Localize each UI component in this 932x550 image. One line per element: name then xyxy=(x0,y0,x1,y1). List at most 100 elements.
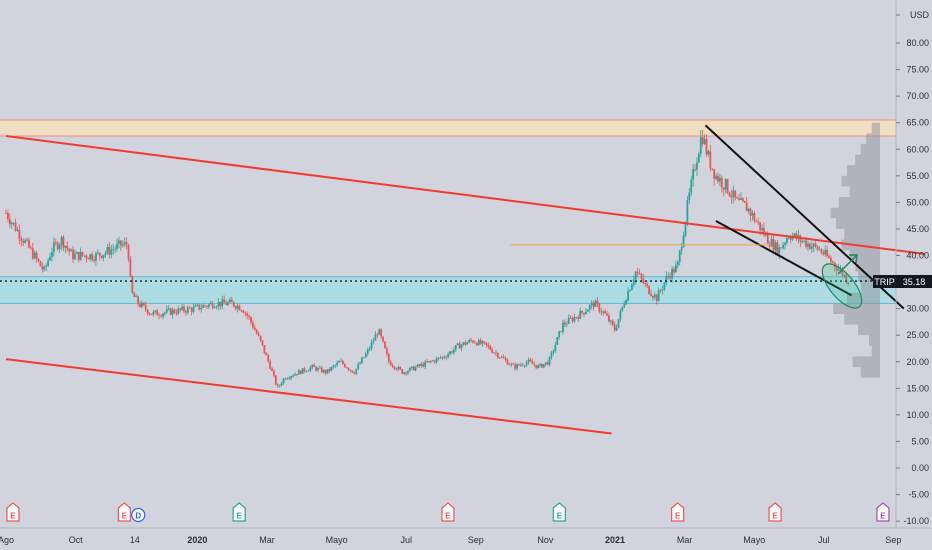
candle-body xyxy=(261,340,264,346)
candle-body xyxy=(41,266,44,270)
time-axis[interactable]: Ago Oct 14 2020 Mar Mayo Jul Sep Nov 2021 Mar Mayo J… xyxy=(0,527,932,545)
earnings-marker[interactable]: E xyxy=(6,502,20,522)
candle-body xyxy=(238,305,241,311)
candle-body xyxy=(204,305,206,307)
candle-body xyxy=(789,237,792,240)
candle-body xyxy=(447,354,450,358)
price-tick-label: -5.00 xyxy=(908,490,929,500)
candle-body xyxy=(129,259,132,277)
candle-body xyxy=(592,302,595,307)
candle-body xyxy=(39,261,42,267)
candle-body xyxy=(163,312,166,314)
candle-body xyxy=(384,341,386,349)
price-tick-label: USD xyxy=(910,10,930,20)
candle-body xyxy=(116,243,118,249)
volume-profile-bar xyxy=(830,207,880,219)
candle-body xyxy=(33,252,36,259)
candle-body xyxy=(678,250,681,262)
candle-body xyxy=(181,306,183,310)
candle-body xyxy=(776,242,779,255)
candle-body xyxy=(675,265,677,273)
candle-body xyxy=(648,285,651,294)
candle-body xyxy=(198,304,201,310)
candle-body xyxy=(133,292,136,297)
earnings-marker[interactable]: D xyxy=(131,507,146,523)
candle-body xyxy=(18,229,21,239)
time-tick-label: Nov xyxy=(537,535,554,545)
candle-body xyxy=(485,342,488,345)
candle-body xyxy=(72,249,74,260)
candle-body xyxy=(632,279,635,285)
volume-profile-bar xyxy=(866,133,880,144)
candle-body xyxy=(206,306,208,307)
annotations xyxy=(821,254,863,309)
price-tick-label: 80.00 xyxy=(906,38,929,48)
candle-body xyxy=(230,299,233,302)
candle-body xyxy=(102,254,105,258)
candle-body xyxy=(763,228,765,235)
candle-body xyxy=(705,138,708,155)
candle-body xyxy=(694,169,696,170)
ticker-label: TRIP xyxy=(874,277,895,287)
candle-body xyxy=(276,384,279,387)
candle-body xyxy=(655,294,658,302)
earnings-marker[interactable]: E xyxy=(117,502,131,522)
time-tick-label: 14 xyxy=(130,535,140,545)
time-tick-label: Sep xyxy=(885,535,901,545)
time-tick-label: Jul xyxy=(818,535,830,545)
candle-body xyxy=(202,305,205,309)
candle-body xyxy=(286,378,289,380)
candle-body xyxy=(52,242,55,252)
candlestick-series xyxy=(5,129,850,388)
candle-body xyxy=(12,222,15,224)
candle-body xyxy=(594,300,597,307)
candle-body xyxy=(720,177,723,188)
candle-body xyxy=(449,351,451,355)
candle-body xyxy=(330,367,333,371)
candle-body xyxy=(405,372,407,374)
candle-body xyxy=(326,369,329,374)
candle-body xyxy=(812,243,815,247)
candle-body xyxy=(841,268,844,276)
candle-body xyxy=(382,336,384,342)
price-axis[interactable]: USD 80.00 75.00 70.00 65.00 60.00 55.00 50.00 45… xyxy=(895,0,930,528)
candle-body xyxy=(192,306,195,312)
candle-body xyxy=(665,275,668,283)
earnings-marker[interactable]: E xyxy=(552,502,566,522)
candle-body xyxy=(307,370,310,372)
candle-body xyxy=(175,312,178,314)
candle-body xyxy=(89,254,92,260)
earnings-marker[interactable]: E xyxy=(768,502,782,522)
candle-body xyxy=(282,378,285,384)
candle-body xyxy=(328,369,331,371)
candle-body xyxy=(598,303,601,312)
candle-body xyxy=(707,151,710,155)
plot-background xyxy=(0,0,896,528)
candle-body xyxy=(638,273,641,275)
volume-profile-bar xyxy=(871,345,880,357)
candle-body xyxy=(558,331,561,338)
candle-body xyxy=(445,357,448,359)
earnings-marker[interactable]: E xyxy=(232,502,246,522)
candle-body xyxy=(273,370,275,376)
candle-body xyxy=(118,240,120,244)
candle-body xyxy=(489,346,492,350)
earnings-marker[interactable]: E xyxy=(876,502,890,522)
candle-body xyxy=(83,255,86,257)
candle-body xyxy=(16,229,19,231)
candle-body xyxy=(692,169,695,180)
candle-body xyxy=(751,213,754,216)
earnings-marker[interactable]: E xyxy=(441,502,455,522)
candle-body xyxy=(822,252,825,255)
candle-body xyxy=(542,364,545,368)
candle-body xyxy=(123,242,126,245)
candle-body xyxy=(562,322,564,332)
earnings-marker[interactable]: E xyxy=(671,502,685,522)
candle-body xyxy=(573,317,576,322)
candle-body xyxy=(475,343,478,346)
candle-body xyxy=(498,357,501,359)
candle-body xyxy=(121,244,124,246)
candle-body xyxy=(496,353,499,358)
